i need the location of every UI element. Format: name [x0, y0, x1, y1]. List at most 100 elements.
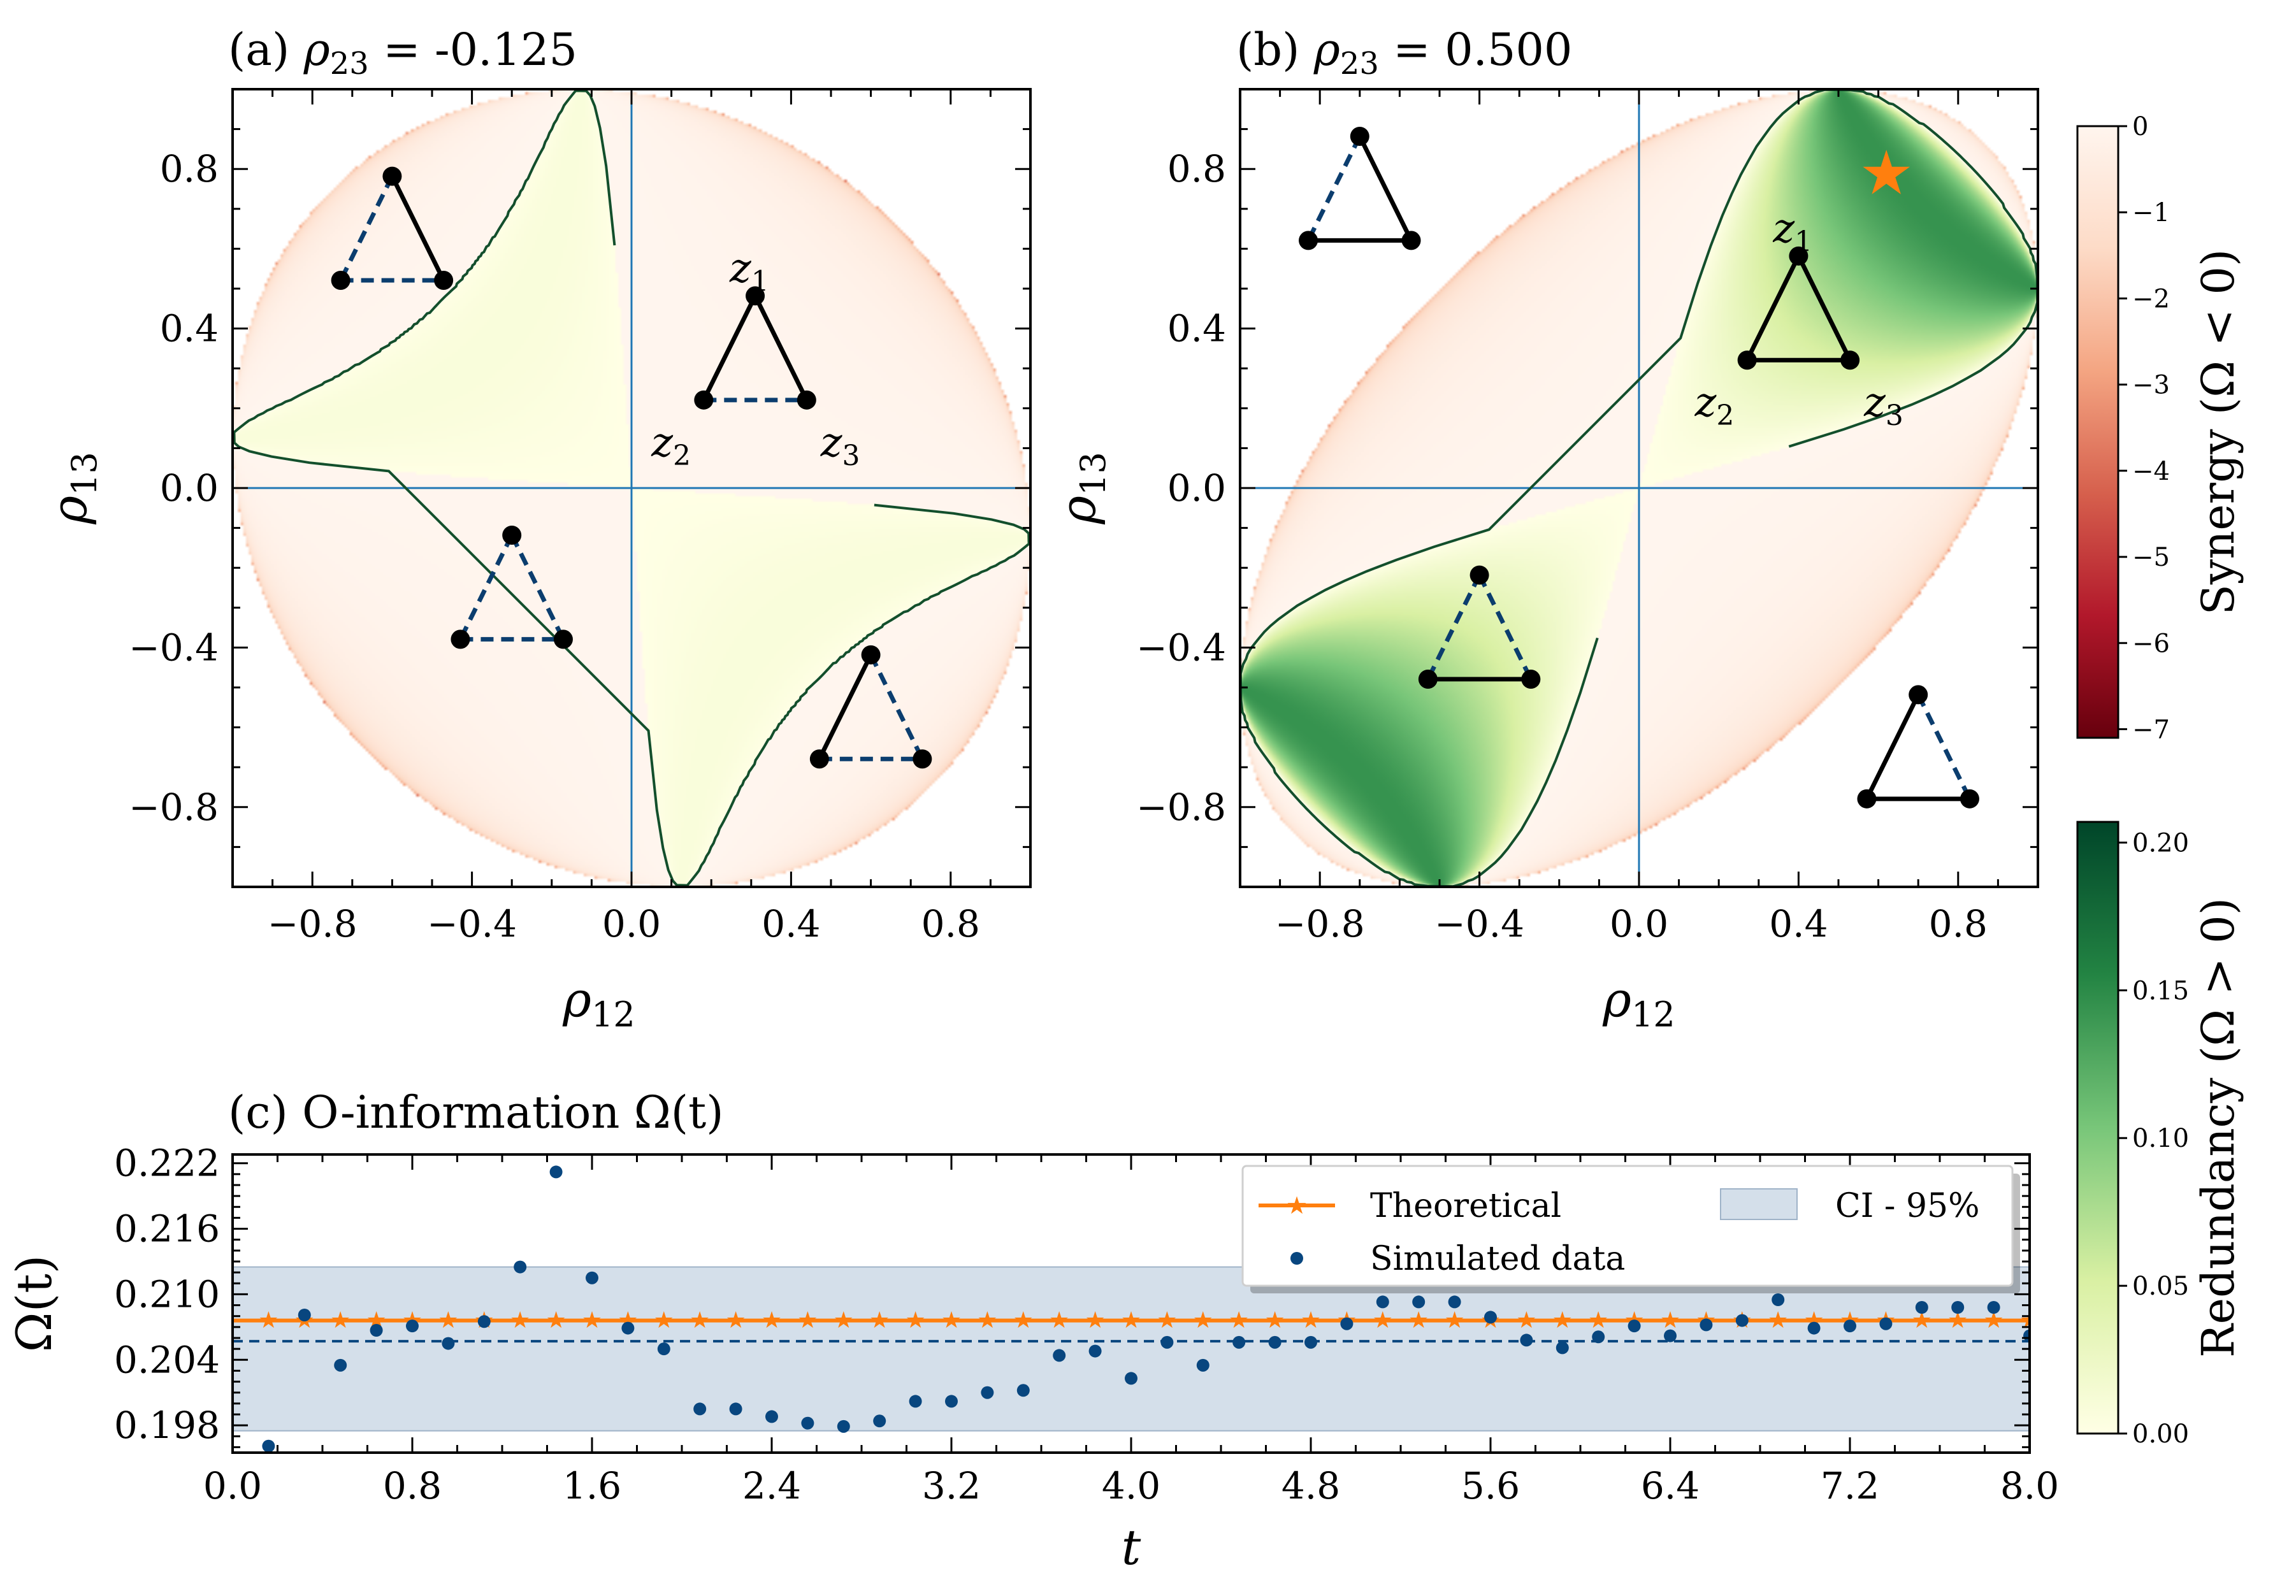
ylabel-a: ρ13 — [41, 452, 105, 524]
triangle-4-edge-left — [1865, 693, 1921, 800]
triangle-3 — [1418, 565, 1541, 689]
theoretical-marker: ★ — [725, 1307, 746, 1334]
triangle-2-edge-left — [1745, 255, 1801, 361]
triangle-2-label-z1: z1 — [729, 245, 769, 298]
sim-point — [586, 1271, 598, 1284]
sim-point — [442, 1337, 455, 1350]
theoretical-marker: ★ — [941, 1307, 962, 1334]
y-tick-label: 0.8 — [160, 147, 219, 191]
x-tick-label: 4.8 — [1282, 1464, 1340, 1507]
x-tick-label: 0.0 — [203, 1464, 262, 1507]
theoretical-marker: ★ — [510, 1307, 530, 1334]
triangle-2-label-z2: z2 — [1694, 379, 1735, 432]
redundancy-tick-label: 0.20 — [2132, 828, 2189, 858]
title-b: (b) ρ23 = 0.500 — [1236, 24, 1572, 82]
sim-point — [1340, 1317, 1354, 1330]
triangle-2-label-z1: z1 — [1772, 205, 1812, 258]
triangle-2-label-base: z — [729, 245, 752, 292]
triangle-2-node-2 — [1737, 350, 1757, 370]
triangle-3-node-3 — [553, 629, 573, 649]
xlabel-c: t — [1122, 1519, 1141, 1576]
theoretical-marker: ★ — [438, 1307, 458, 1334]
y-tick-label: −0.4 — [129, 626, 219, 669]
sim-point — [1125, 1372, 1137, 1385]
x-tick-label: 0.4 — [762, 902, 820, 945]
triangle-1-edge-right — [1357, 135, 1413, 241]
y-tick-label: −0.8 — [1136, 786, 1226, 829]
sim-point — [945, 1395, 958, 1408]
synergy-colorbar — [2076, 125, 2119, 739]
title-c: (c) O-information Ω(t) — [228, 1086, 724, 1139]
triangle-4-node-3 — [913, 749, 932, 769]
sim-point — [1088, 1344, 1102, 1358]
x-tick-label: 1.6 — [563, 1464, 621, 1507]
triangle-4-node-2 — [1857, 789, 1877, 809]
redundancy-colorbar — [2076, 821, 2119, 1435]
y-tick-label: 0.204 — [114, 1338, 220, 1381]
triangle-1-node-3 — [1401, 231, 1421, 250]
sim-point — [693, 1402, 707, 1416]
triangle-2-label-base: z — [651, 419, 674, 466]
sim-point — [1268, 1335, 1282, 1349]
triangle-2-label-z3: z3 — [1863, 379, 1903, 432]
legend-sim-marker — [1290, 1252, 1303, 1265]
legend-ci-label: CI - 95% — [1835, 1187, 1980, 1225]
x-tick-label: 2.4 — [742, 1464, 801, 1507]
triangle-2-node-1 — [746, 286, 765, 306]
sim-point — [370, 1324, 383, 1337]
theoretical-marker: ★ — [869, 1307, 890, 1334]
sim-point — [1520, 1334, 1533, 1347]
theoretical-marker: ★ — [330, 1307, 350, 1334]
triangle-2-label-z3: z3 — [820, 419, 860, 472]
theoretical-marker: ★ — [1373, 1307, 1393, 1334]
triangle-2-node-2 — [694, 390, 714, 410]
theoretical-marker: ★ — [905, 1307, 925, 1334]
triangle-2-node-1 — [1789, 246, 1809, 266]
sim-point — [1412, 1295, 1426, 1309]
sim-point — [1448, 1295, 1461, 1309]
synergy-tick-label: −1 — [2132, 198, 2170, 227]
sim-point — [621, 1321, 635, 1335]
x-tick-label: −0.4 — [1434, 902, 1524, 945]
theoretical-marker: ★ — [1121, 1307, 1141, 1334]
triangle-1 — [331, 166, 454, 291]
y-tick-label: 0.216 — [114, 1207, 220, 1251]
sim-point — [1628, 1319, 1641, 1333]
sim-point — [1232, 1335, 1246, 1349]
legend-theoretical-marker: ★ — [1286, 1191, 1308, 1219]
theoretical-marker: ★ — [1768, 1307, 1788, 1334]
triangle-1-node-3 — [434, 271, 454, 291]
ylabel-c: Ω(t) — [6, 1255, 62, 1353]
triangle-3-node-3 — [1521, 670, 1541, 689]
theoretical-marker: ★ — [654, 1307, 674, 1334]
y-tick-label: 0.4 — [160, 307, 219, 350]
y-tick-label: 0.210 — [114, 1272, 220, 1316]
triangle-2-edge-left — [702, 294, 758, 401]
sim-point — [1987, 1301, 2000, 1314]
triangle-2-label-sub: 2 — [673, 440, 691, 472]
x-tick-label: 5.6 — [1461, 1464, 1520, 1507]
sim-point — [1915, 1301, 1928, 1314]
triangle-4 — [809, 645, 932, 769]
theoretical-marker: ★ — [1193, 1307, 1213, 1334]
triangle-2-label-sub: 3 — [1886, 399, 1903, 432]
triangle-4 — [1857, 685, 1979, 809]
theoretical-marker: ★ — [1049, 1307, 1069, 1334]
triangle-2-label-sub: 3 — [842, 440, 860, 472]
triangle-1-node-2 — [331, 271, 350, 291]
theoretical-marker: ★ — [1085, 1307, 1105, 1334]
theoretical-marker: ★ — [797, 1307, 818, 1334]
legend-ci-patch — [1720, 1188, 1798, 1220]
triangle-2-label-sub: 2 — [1716, 399, 1734, 432]
triangle-2-node-3 — [797, 390, 816, 410]
triangle-3-node-2 — [1418, 670, 1438, 689]
legend-sim-label: Simulated data — [1370, 1240, 1625, 1278]
y-tick-label: −0.8 — [129, 786, 219, 829]
redundancy-tick-label: 0.10 — [2132, 1124, 2189, 1153]
sim-point — [1807, 1321, 1821, 1335]
triangle-2-edge-right — [753, 294, 809, 401]
sim-point — [1016, 1384, 1030, 1397]
redundancy-tick-label: 0.15 — [2132, 976, 2189, 1005]
